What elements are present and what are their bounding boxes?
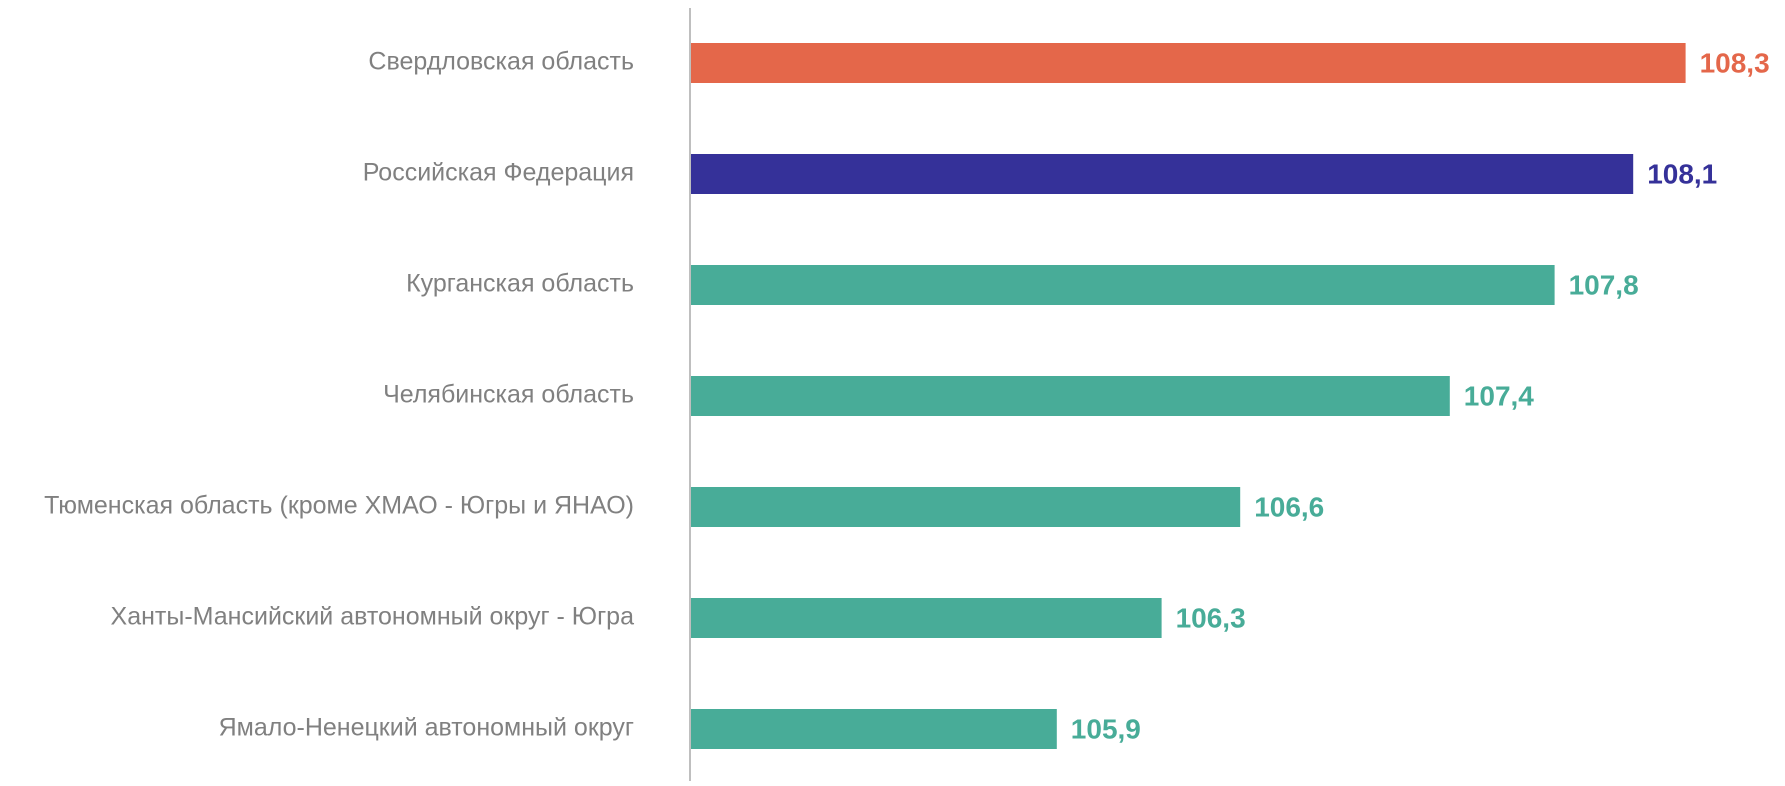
value-label: 106,6: [1254, 491, 1324, 522]
category-label: Российская Федерация: [363, 159, 634, 187]
bar: [690, 598, 1162, 638]
bar: [690, 43, 1686, 83]
category-label: Свердловская область: [368, 48, 634, 76]
category-label: Ханты-Мансийский автономный округ - Югра: [111, 603, 635, 631]
value-label: 105,9: [1071, 713, 1141, 744]
value-label: 106,3: [1176, 602, 1246, 633]
bar: [690, 487, 1241, 527]
value-label: 108,1: [1647, 158, 1717, 189]
value-label: 107,4: [1464, 380, 1534, 411]
value-label: 107,8: [1569, 269, 1639, 300]
bar: [690, 709, 1057, 749]
category-label: Челябинская область: [383, 381, 634, 409]
bar: [690, 154, 1634, 194]
value-label: 108,3: [1700, 47, 1770, 78]
bar: [690, 265, 1555, 305]
bar: [690, 376, 1450, 416]
category-label: Ямало-Ненецкий автономный округ: [219, 714, 634, 742]
category-label: Тюменская область (кроме ХМАО - Югры и Я…: [44, 492, 634, 520]
category-label: Курганская область: [406, 270, 634, 298]
